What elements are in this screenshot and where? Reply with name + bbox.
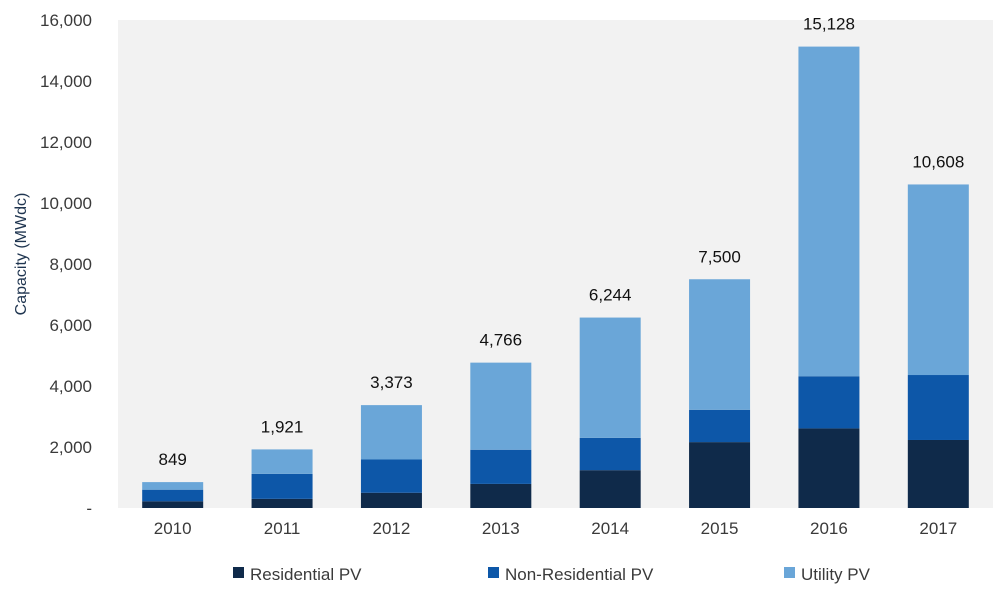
- bar-non-residential-pv-2016: [798, 376, 860, 429]
- legend: Residential PV Non-Residential PV Utility …: [233, 565, 871, 584]
- x-axis: 2010 2011 2012 2013 2014 2015 2016 2017: [154, 519, 957, 538]
- bar-non-residential-pv-2013: [470, 449, 532, 484]
- bar-utility-pv-2014: [579, 317, 641, 438]
- y-tick-label: 8,000: [49, 255, 92, 274]
- bar-utility-pv-2011: [251, 449, 313, 474]
- bar-residential-pv-2016: [798, 428, 860, 508]
- bars: [142, 46, 969, 508]
- legend-label: Residential PV: [250, 565, 362, 584]
- x-tick-label: 2017: [919, 519, 957, 538]
- total-label: 3,373: [370, 373, 413, 392]
- y-tick-label: 4,000: [49, 377, 92, 396]
- bar-utility-pv-2013: [470, 362, 532, 450]
- total-label: 6,244: [589, 286, 632, 305]
- bar-utility-pv-2016: [798, 46, 860, 377]
- total-label: 10,608: [912, 152, 964, 171]
- y-tick-label: 14,000: [40, 72, 92, 91]
- x-tick-label: 2013: [482, 519, 520, 538]
- x-tick-label: 2014: [591, 519, 629, 538]
- y-tick-label: 10,000: [40, 194, 92, 213]
- y-tick-label: 6,000: [49, 316, 92, 335]
- y-tick-label: -: [86, 499, 92, 518]
- legend-swatch: [233, 567, 244, 578]
- bar-residential-pv-2015: [689, 442, 751, 508]
- y-axis-label: Capacity (MWdc): [13, 193, 30, 316]
- bar-non-residential-pv-2010: [142, 489, 204, 502]
- x-tick-label: 2016: [810, 519, 848, 538]
- bar-residential-pv-2013: [470, 483, 532, 508]
- total-label: 1,921: [261, 417, 304, 436]
- total-labels: 849 1,921 3,373 4,766 6,244 7,500 15,128 10,608: [159, 15, 965, 470]
- y-tick-label: 12,000: [40, 133, 92, 152]
- bar-utility-pv-2010: [142, 482, 204, 490]
- x-tick-label: 2010: [154, 519, 192, 538]
- bar-residential-pv-2017: [907, 439, 969, 508]
- x-tick-label: 2015: [701, 519, 739, 538]
- bar-residential-pv-2012: [360, 492, 422, 508]
- bar-non-residential-pv-2011: [251, 473, 313, 499]
- y-axis: - 2,000 4,000 6,000 8,000 10,000 12,000 14,000 1…: [40, 11, 92, 518]
- bar-non-residential-pv-2017: [907, 375, 969, 440]
- plot-area: [118, 20, 993, 508]
- total-label: 4,766: [480, 331, 523, 350]
- bar-utility-pv-2017: [907, 184, 969, 376]
- bar-utility-pv-2015: [689, 279, 751, 410]
- total-label: 849: [159, 450, 187, 469]
- legend-swatch: [784, 567, 795, 578]
- legend-label: Utility PV: [801, 565, 871, 584]
- legend-label: Non-Residential PV: [505, 565, 654, 584]
- y-tick-label: 2,000: [49, 438, 92, 457]
- bar-utility-pv-2012: [360, 405, 422, 460]
- bar-non-residential-pv-2012: [360, 459, 422, 493]
- bar-residential-pv-2010: [142, 501, 204, 508]
- bar-non-residential-pv-2015: [689, 409, 751, 443]
- bar-residential-pv-2011: [251, 498, 313, 508]
- x-tick-label: 2012: [373, 519, 411, 538]
- bar-residential-pv-2014: [579, 470, 641, 508]
- legend-swatch: [488, 567, 499, 578]
- x-tick-label: 2011: [264, 519, 301, 538]
- total-label: 15,128: [803, 15, 855, 34]
- y-tick-label: 16,000: [40, 11, 92, 30]
- total-label: 7,500: [698, 247, 741, 266]
- bar-non-residential-pv-2014: [579, 437, 641, 471]
